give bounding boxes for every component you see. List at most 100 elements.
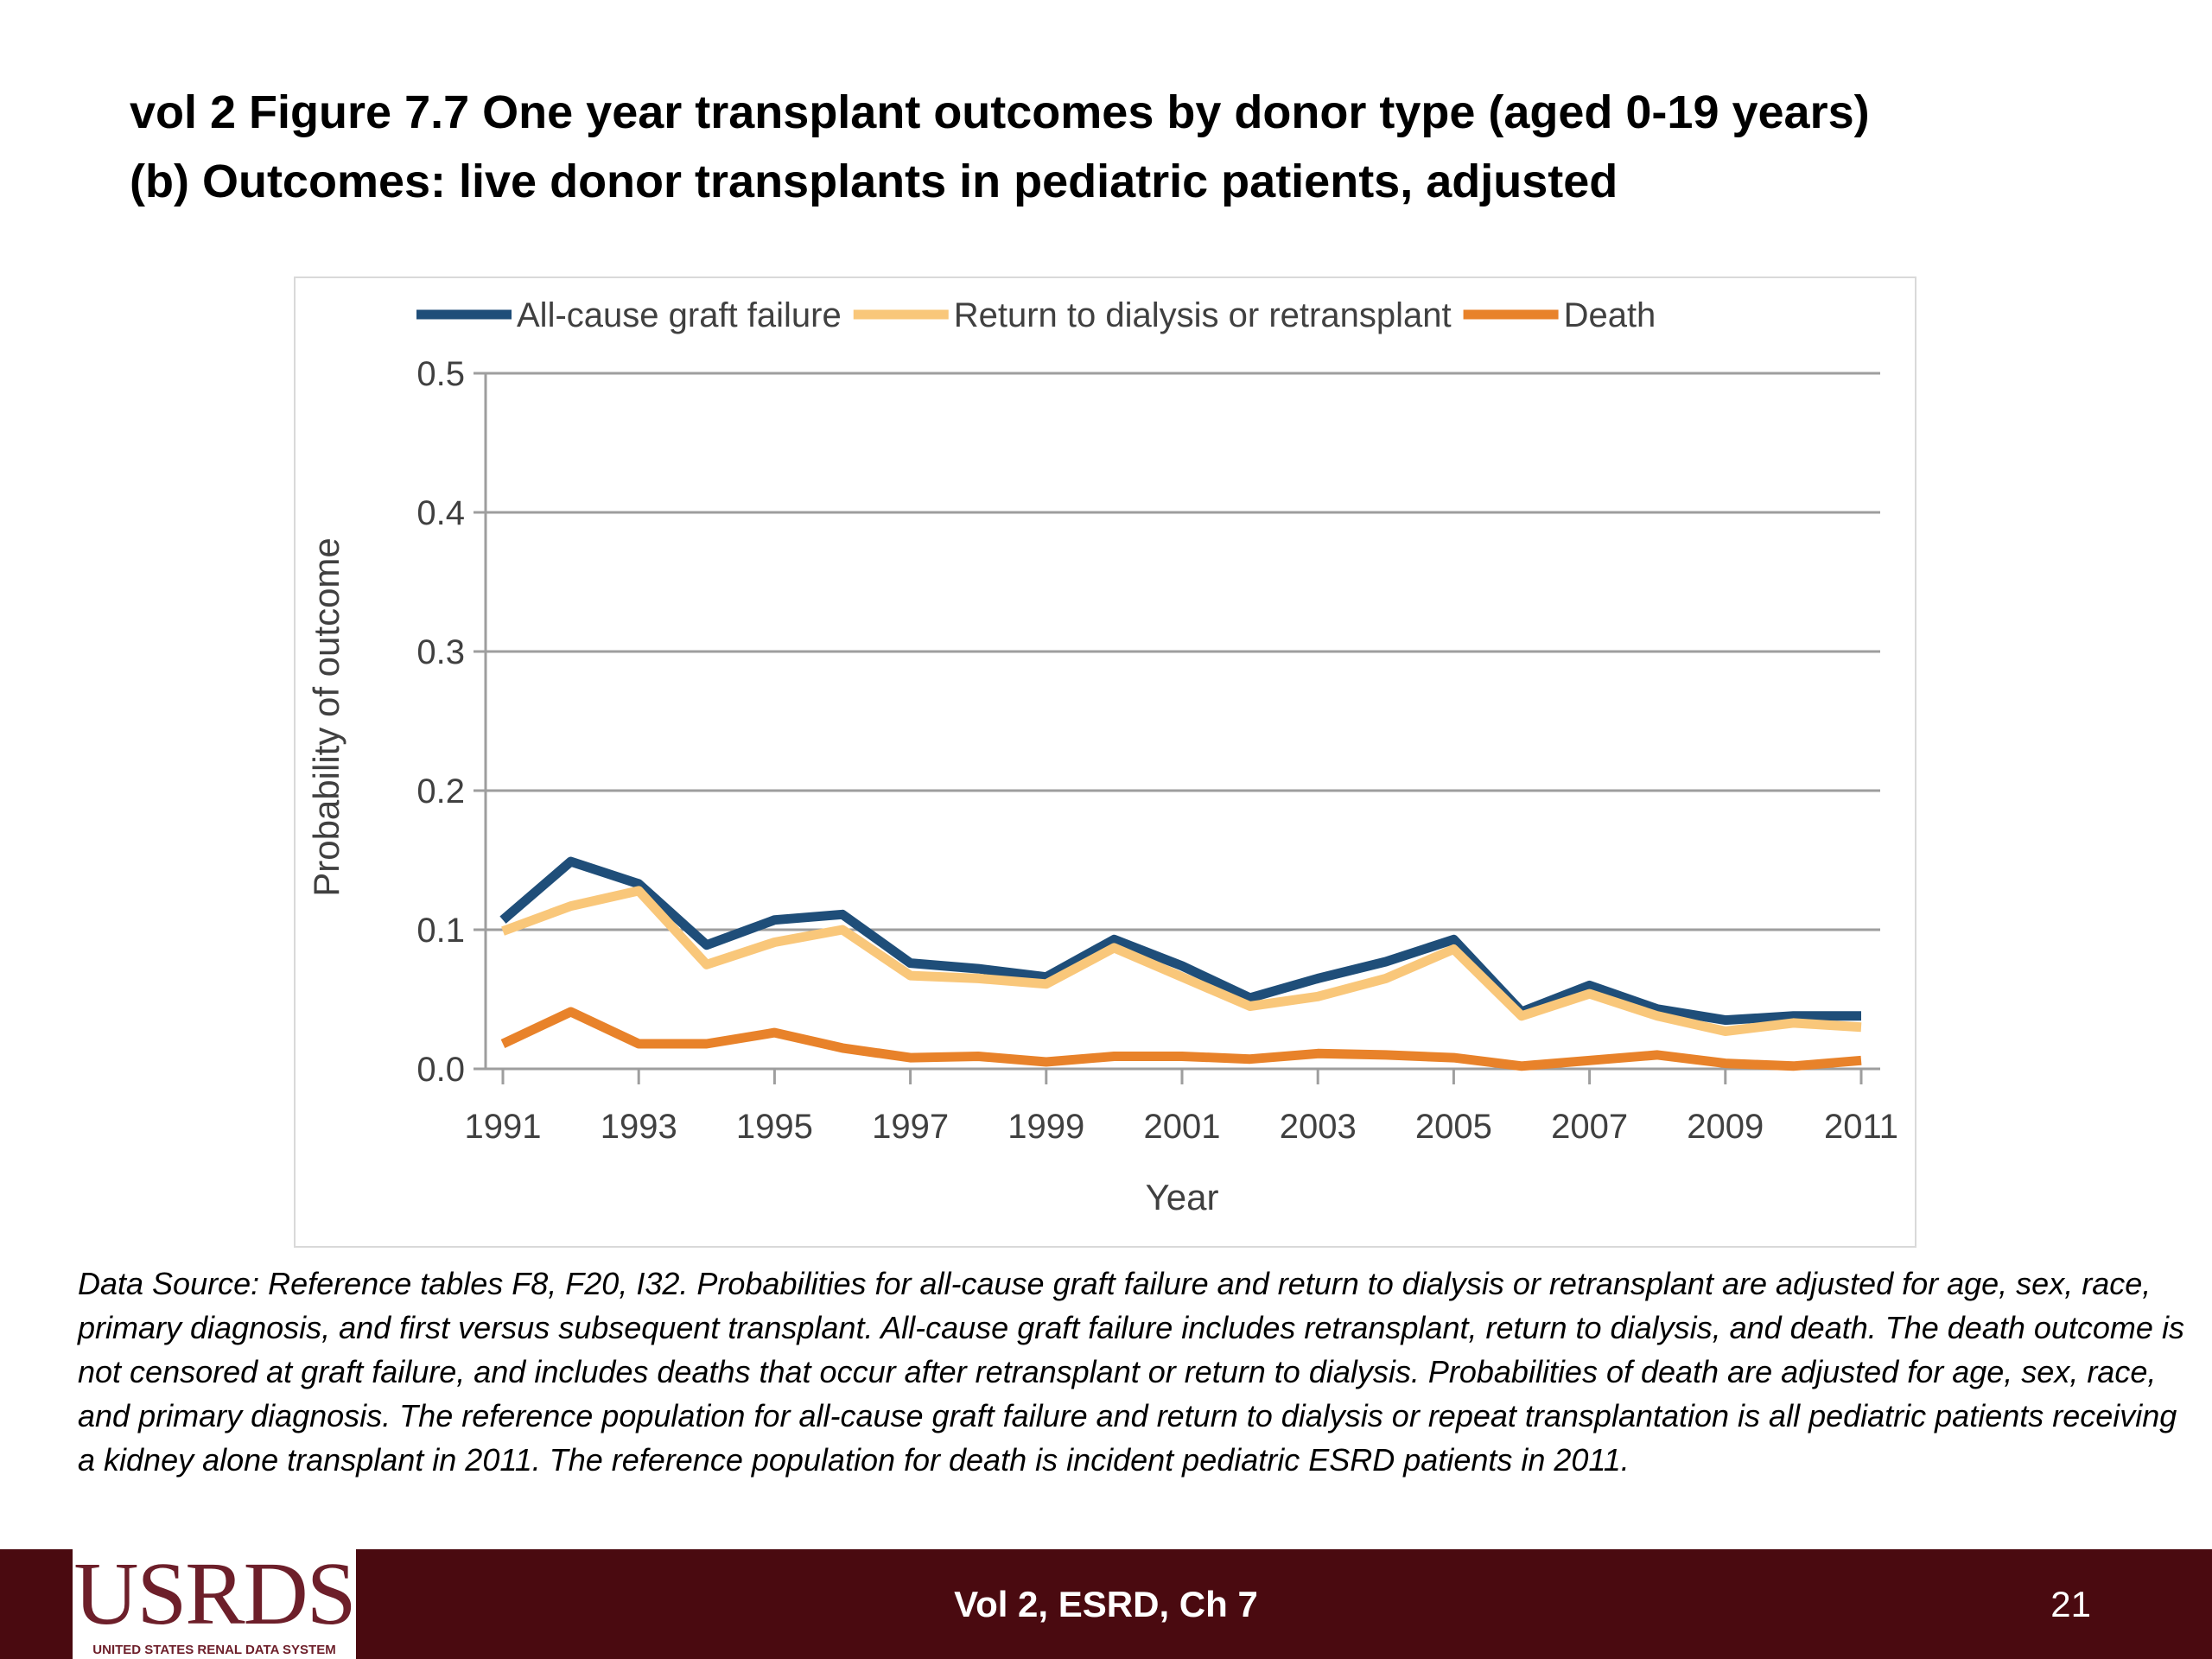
series-line bbox=[500, 1007, 1862, 1071]
data-point bbox=[1045, 982, 1048, 986]
data-point bbox=[637, 1042, 640, 1046]
x-tick-label: 2009 bbox=[1687, 1108, 1764, 1146]
data-point bbox=[1588, 992, 1592, 995]
data-point bbox=[976, 976, 980, 980]
x-tick-label: 1991 bbox=[465, 1108, 542, 1146]
x-tick-label: 2001 bbox=[1144, 1108, 1221, 1146]
logo-subtitle: UNITED STATES RENAL DATA SYSTEM bbox=[92, 1643, 336, 1657]
data-point bbox=[1520, 1065, 1523, 1068]
data-point bbox=[1112, 938, 1116, 941]
x-tick-label: 1999 bbox=[1007, 1108, 1084, 1146]
y-tick-label: 0.4 bbox=[416, 494, 465, 532]
data-point bbox=[841, 1046, 844, 1050]
data-point bbox=[1316, 995, 1319, 998]
series-line bbox=[499, 856, 1861, 1026]
page-number: 21 bbox=[2050, 1584, 2091, 1624]
data-point bbox=[1588, 1058, 1592, 1062]
data-point bbox=[1724, 1062, 1727, 1065]
data-point bbox=[1724, 1019, 1727, 1022]
data-point bbox=[1791, 1065, 1795, 1068]
y-tick-label: 0.3 bbox=[416, 633, 465, 671]
data-point bbox=[976, 1055, 980, 1058]
data-point bbox=[1249, 996, 1252, 1000]
y-tick-label: 0.0 bbox=[416, 1051, 465, 1089]
data-point bbox=[1249, 1005, 1252, 1008]
y-tick-label: 0.2 bbox=[416, 772, 465, 810]
data-point bbox=[772, 940, 776, 944]
data-point bbox=[1112, 1055, 1116, 1058]
data-point bbox=[1112, 946, 1116, 950]
data-point bbox=[772, 918, 776, 922]
x-tick-label: 1993 bbox=[601, 1108, 677, 1146]
data-point bbox=[1249, 1058, 1252, 1061]
data-point bbox=[1520, 1014, 1523, 1018]
data-point bbox=[1724, 1030, 1727, 1033]
x-axis-title: Year bbox=[1146, 1177, 1219, 1217]
data-point bbox=[1859, 1014, 1863, 1018]
y-tick-label: 0.1 bbox=[416, 912, 465, 950]
data-point bbox=[772, 1031, 776, 1034]
footer-bar bbox=[0, 1549, 2212, 1659]
data-point bbox=[909, 1056, 912, 1059]
logo-wordmark: USRDS bbox=[73, 1544, 356, 1643]
data-point bbox=[1452, 1056, 1455, 1059]
data-point bbox=[1045, 1060, 1048, 1064]
footer-label: Vol 2, ESRD, Ch 7 bbox=[954, 1584, 1258, 1624]
data-point bbox=[501, 930, 505, 933]
data-point bbox=[569, 1010, 573, 1014]
data-point bbox=[1180, 1055, 1184, 1058]
series-3 bbox=[500, 1007, 1863, 1071]
legend-item-2: Return to dialysis or retransplant bbox=[853, 296, 1452, 334]
data-point bbox=[637, 882, 640, 886]
data-point bbox=[1588, 983, 1592, 987]
data-point bbox=[569, 860, 573, 863]
data-point bbox=[1791, 1014, 1795, 1018]
data-point bbox=[1452, 938, 1455, 941]
data-point bbox=[1180, 964, 1184, 968]
data-point bbox=[909, 962, 912, 965]
x-tick-label: 2005 bbox=[1415, 1108, 1492, 1146]
series-2 bbox=[501, 886, 1863, 1036]
data-point bbox=[1656, 1053, 1659, 1057]
data-point bbox=[1384, 1053, 1388, 1057]
data-point bbox=[841, 912, 844, 916]
x-tick-label: 2003 bbox=[1280, 1108, 1357, 1146]
data-point bbox=[1316, 1052, 1319, 1055]
x-tick-label: 1995 bbox=[736, 1108, 813, 1146]
title-line-1: vol 2 Figure 7.7 One year transplant out… bbox=[130, 86, 1870, 138]
data-point bbox=[1180, 976, 1184, 979]
legend-item-3: Death bbox=[1463, 296, 1656, 334]
data-point bbox=[1791, 1021, 1795, 1025]
x-tick-label: 2011 bbox=[1824, 1108, 1898, 1146]
series-line bbox=[501, 886, 1862, 1036]
y-tick-label: 0.5 bbox=[416, 355, 465, 393]
data-point bbox=[976, 967, 980, 970]
legend-label: All-cause graft failure bbox=[517, 296, 842, 334]
chart-frame: 0.0 0.1 0.2 0.3 0.4 0.5 1991 1993 1995 1997 1999 20… bbox=[294, 276, 1916, 1248]
slide-title: vol 2 Figure 7.7 One year transplant out… bbox=[130, 78, 2117, 216]
y-axis-title: Probability of outcome bbox=[306, 537, 346, 897]
data-point bbox=[501, 1042, 505, 1046]
data-point bbox=[1656, 1014, 1659, 1018]
legend-item-1: All-cause graft failure bbox=[416, 296, 842, 334]
legend-label: Death bbox=[1564, 296, 1656, 334]
data-point bbox=[1384, 976, 1388, 980]
x-tick-label: 1997 bbox=[872, 1108, 949, 1146]
usrds-logo: USRDS UNITED STATES RENAL DATA SYSTEM bbox=[73, 1541, 357, 1659]
x-tick-label: 2007 bbox=[1551, 1108, 1628, 1146]
series-1 bbox=[499, 856, 1863, 1026]
data-point bbox=[705, 944, 709, 947]
data-point bbox=[1859, 1058, 1863, 1062]
data-point bbox=[1859, 1026, 1863, 1029]
data-point bbox=[909, 974, 912, 977]
data-point bbox=[569, 905, 573, 908]
data-point bbox=[705, 963, 709, 966]
data-point bbox=[1316, 976, 1319, 980]
data-point bbox=[1656, 1007, 1659, 1011]
title-line-2: (b) Outcomes: live donor transplants in … bbox=[130, 156, 1618, 207]
data-point bbox=[501, 918, 505, 922]
data-point bbox=[841, 928, 844, 931]
data-source-note: Data Source: Reference tables F8, F20, I… bbox=[78, 1266, 2184, 1478]
data-point bbox=[1384, 960, 1388, 963]
data-point bbox=[705, 1042, 709, 1046]
